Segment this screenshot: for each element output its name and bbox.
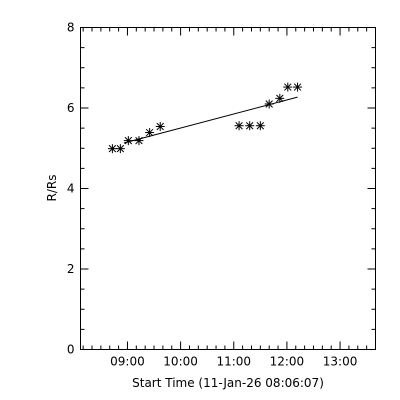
x-tick-label: 09:00 (110, 355, 145, 369)
y-tick-label: 0 (67, 343, 75, 357)
y-tick-label: 6 (67, 101, 75, 115)
data-point-asterisk (107, 144, 117, 154)
axis-ticks: 09:00 10:00 11:00 12:00 13:00 0 2 4 6 8 (67, 21, 376, 369)
data-point-asterisk (245, 121, 255, 131)
data-point-asterisk (255, 121, 265, 131)
y-axis-title: R/Rs (45, 175, 59, 202)
data-point-asterisk (115, 144, 125, 154)
data-point-asterisk (264, 99, 274, 109)
data-point-asterisk (275, 93, 285, 103)
y-tick-label: 8 (67, 21, 75, 35)
plot-frame (80, 27, 376, 350)
data-point-asterisk (234, 121, 244, 131)
x-tick-label: 10:00 (163, 355, 198, 369)
data-point-asterisk (293, 82, 303, 92)
data-point-asterisk (134, 136, 144, 146)
y-tick-label: 4 (67, 182, 75, 196)
x-axis-title: Start Time (11-Jan-26 08:06:07) (132, 376, 324, 390)
data-point-asterisk (155, 122, 165, 132)
x-tick-label: 12:00 (270, 355, 305, 369)
data-point-asterisk (283, 82, 293, 92)
data-point-asterisk (145, 128, 155, 138)
y-tick-label: 2 (67, 262, 75, 276)
data-point-asterisk (123, 136, 133, 146)
data-points-layer (107, 82, 303, 154)
x-tick-label: 11:00 (216, 355, 251, 369)
x-tick-label: 13:00 (323, 355, 358, 369)
